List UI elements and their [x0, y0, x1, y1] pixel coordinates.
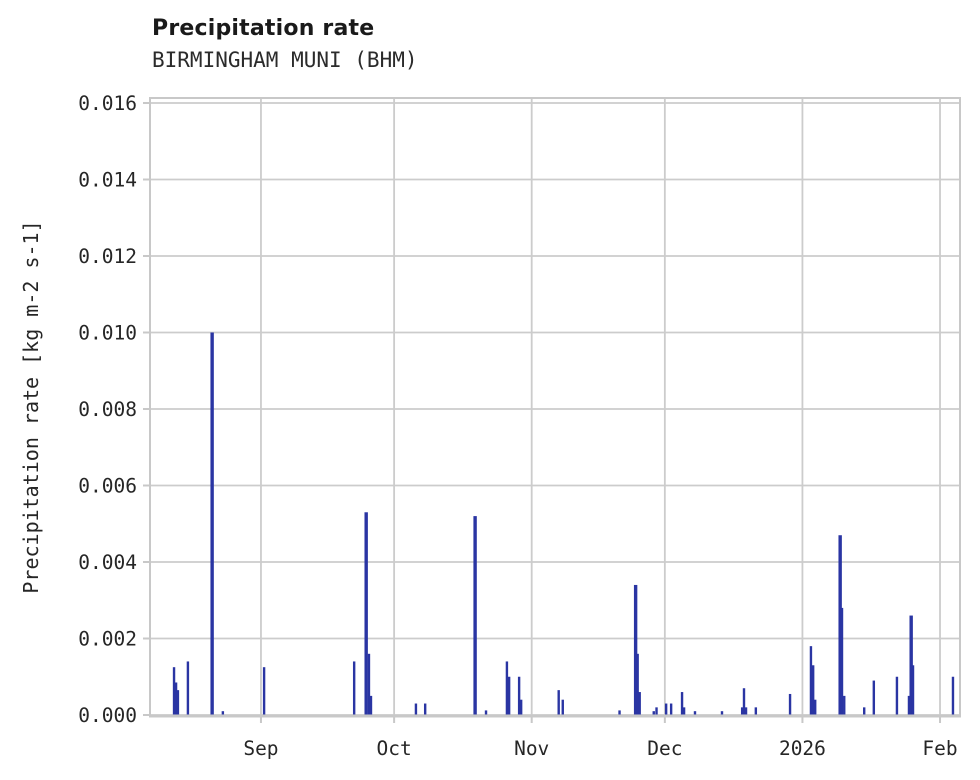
precipitation-bar — [680, 692, 684, 717]
precipitation-bar — [352, 661, 356, 717]
precipitation-bar — [561, 699, 564, 717]
precipitation-bar — [863, 707, 866, 717]
precipitation-bar — [484, 710, 488, 717]
precipitation-bar — [174, 682, 178, 717]
precipitation-bar — [669, 703, 673, 717]
precipitation-bar — [473, 516, 477, 717]
x-tick-label: Dec — [647, 737, 682, 760]
precipitation-bar — [505, 661, 509, 717]
precipitation-bar — [754, 707, 758, 717]
precipitation-bar — [951, 676, 955, 717]
y-tick-label: 0.006 — [78, 475, 137, 498]
x-tick-label: Nov — [514, 737, 549, 760]
y-tick-label: 0.012 — [78, 245, 137, 268]
precipitation-bar — [911, 665, 915, 717]
precipitation-bar — [664, 703, 668, 717]
precipitation-bar — [652, 711, 655, 717]
precipitation-bar — [262, 667, 266, 717]
precipitation-bar — [693, 711, 697, 717]
precipitation-bar — [369, 695, 373, 717]
y-tick-label: 0.014 — [78, 169, 137, 192]
precipitation-bar — [682, 707, 686, 717]
y-tick-label: 0.016 — [78, 92, 137, 115]
y-tick-label: 0.002 — [78, 628, 137, 651]
precipitation-bar — [811, 665, 815, 717]
precipitation-bar — [557, 690, 560, 717]
precipitation-bar — [720, 711, 724, 717]
x-tick-label: Feb — [922, 737, 957, 760]
precipitation-bar — [872, 680, 876, 717]
chart-subtitle: BIRMINGHAM MUNI (BHM) — [152, 48, 418, 72]
y-tick-label: 0.008 — [78, 398, 137, 421]
precipitation-bar — [186, 661, 190, 717]
plot-background — [150, 98, 960, 716]
precipitation-bar — [172, 667, 176, 717]
y-tick-label: 0.004 — [78, 551, 137, 574]
precipitation-bar — [367, 653, 371, 717]
x-tick-label: Oct — [376, 737, 411, 760]
y-tick-label: 0.000 — [78, 704, 137, 727]
precipitation-bar — [744, 707, 748, 717]
y-tick-label: 0.010 — [78, 322, 137, 345]
precipitation-bar — [364, 512, 368, 717]
x-tick-label: Sep — [243, 737, 278, 760]
precipitation-bar — [843, 695, 846, 717]
precipitation-bar — [423, 703, 427, 717]
precipitation-bar — [517, 676, 521, 717]
precipitation-bar — [895, 676, 899, 717]
precipitation-bar — [788, 693, 792, 717]
precipitation-bar — [907, 695, 911, 717]
precipitation-bar — [414, 703, 418, 717]
precipitation-bar — [742, 688, 746, 717]
precipitation-bar — [519, 699, 523, 717]
precipitation-bar — [618, 710, 621, 717]
precipitation-bar — [638, 692, 641, 717]
precipitation-bar — [636, 653, 639, 717]
precipitation-bar — [740, 707, 744, 717]
x-tick-label: 2026 — [779, 737, 826, 760]
precipitation-bar — [633, 584, 638, 717]
precipitation-bar — [655, 707, 658, 717]
precipitation-bar — [909, 615, 913, 717]
precipitation-bar — [809, 646, 813, 717]
precipitation-bar — [176, 690, 180, 717]
precipitation-bar — [210, 332, 214, 717]
precipitation-bar — [838, 535, 842, 717]
precipitation-bar — [507, 676, 511, 717]
precipitation-bar — [840, 607, 844, 717]
precipitation-bar — [221, 711, 225, 717]
chart-title: Precipitation rate — [152, 16, 375, 41]
precipitation-bar — [813, 699, 817, 717]
